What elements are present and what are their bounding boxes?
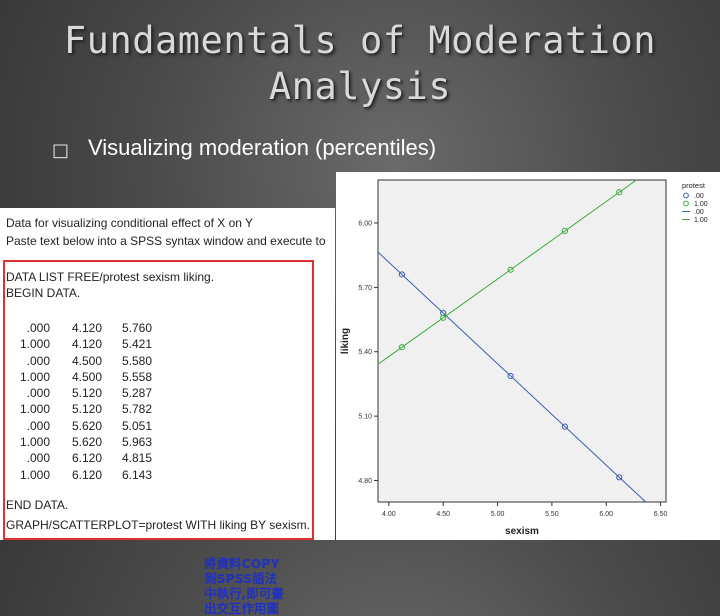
annotation-line: 將資料COPY <box>204 556 280 571</box>
table-row: .000 5.120 5.287 <box>26 386 152 401</box>
syntax-output-panel: Data for visualizing conditional effect … <box>0 208 335 616</box>
data-point-.00 <box>616 474 623 481</box>
annotation-line: 出交互作用圖 <box>204 601 280 616</box>
x-tick-label: 6.50 <box>654 511 668 518</box>
slide-title-line-1: Fundamentals of Moderation <box>63 19 657 62</box>
plot-area <box>377 179 667 503</box>
x-axis-label: sexism <box>505 526 539 537</box>
data-point-1.00 <box>616 189 623 196</box>
table-row: .000 4.120 5.760 <box>26 321 152 335</box>
scatterplot-panel: 4.00 4.50 5.00 5.50 6.00 6.50 4.80 5.10 5.40 5.70… <box>336 172 720 540</box>
legend-label: .00 <box>694 193 704 200</box>
bullet-text: Visualizing moderation (percentiles) <box>88 135 437 160</box>
y-tick-label: 5.70 <box>358 285 372 292</box>
data-point-.00 <box>561 423 569 430</box>
table-row: 1.000 4.500 5.558 <box>19 369 152 384</box>
syntax-header-line-2: Paste text below into a SPSS syntax wind… <box>6 234 326 248</box>
end-data-command: END DATA. <box>6 498 69 512</box>
begin-data-command: BEGIN DATA. <box>6 286 81 300</box>
annotation-note: 將資料COPY 到SPSS語法 中執行,即可畫 出交互作用圖 <box>204 556 284 616</box>
y-tick-label: 5.40 <box>358 349 372 356</box>
y-tick-label: 5.10 <box>358 414 372 421</box>
scatterplot: 4.00 4.50 5.00 5.50 6.00 6.50 4.80 5.10 5.40 5.70… <box>340 179 708 537</box>
table-row: .000 6.120 4.815 <box>26 451 152 466</box>
legend-label: .00 <box>694 209 704 216</box>
legend-label: 1.00 <box>694 217 708 224</box>
bullet-icon: □ <box>52 140 70 161</box>
fit-line-1.00 <box>378 180 638 365</box>
legend: protest.001.00.001.00 <box>682 181 708 224</box>
data-point-1.00 <box>398 344 406 351</box>
table-row: 1.000 5.620 5.963 <box>19 435 152 450</box>
fit-line-.00 <box>378 251 647 502</box>
y-axis-label: liking <box>340 328 351 354</box>
table-row: .000 4.500 5.580 <box>26 353 152 368</box>
table-row: .000 5.620 5.051 <box>26 418 152 433</box>
data-point-.00 <box>507 372 514 380</box>
data-point-.00 <box>398 271 406 278</box>
data-table: .000 4.120 5.760 1.000 4.120 5.421 .000 4.500… <box>10 320 152 483</box>
x-tick-label: 4.00 <box>382 511 396 518</box>
legend-title: protest <box>682 181 706 190</box>
annotation-line: 中執行,即可畫 <box>204 586 284 601</box>
table-row: 1.000 5.120 5.782 <box>19 402 152 417</box>
graph-command: GRAPH/SCATTERPLOT=protest WITH liking BY… <box>6 518 310 532</box>
syntax-header-line-1: Data for visualizing conditional effect … <box>6 216 254 230</box>
x-tick-label: 4.50 <box>436 511 450 518</box>
table-row: 1.000 6.120 6.143 <box>19 467 152 482</box>
y-tick-label: 6.00 <box>358 220 372 227</box>
legend-marker-1.00 <box>683 200 689 207</box>
legend-marker-.00 <box>683 192 689 199</box>
slide-title-line-2: Analysis <box>268 65 452 108</box>
data-list-command: DATA LIST FREE/protest sexism liking. <box>6 270 215 284</box>
data-point-1.00 <box>561 227 569 234</box>
data-point-1.00 <box>440 314 447 321</box>
syntax-highlight-box <box>3 260 314 540</box>
annotation-line: 到SPSS語法 <box>204 571 278 586</box>
slide-title: Fundamentals of Moderation Analysis <box>60 18 660 110</box>
y-tick-label: 4.80 <box>358 478 372 485</box>
legend-label: 1.00 <box>694 201 708 208</box>
table-row: 1.000 4.120 5.421 <box>19 337 152 352</box>
x-tick-label: 5.00 <box>491 511 505 518</box>
x-tick-label: 6.00 <box>599 511 613 518</box>
data-point-1.00 <box>507 266 514 273</box>
x-tick-label: 5.50 <box>545 511 559 518</box>
